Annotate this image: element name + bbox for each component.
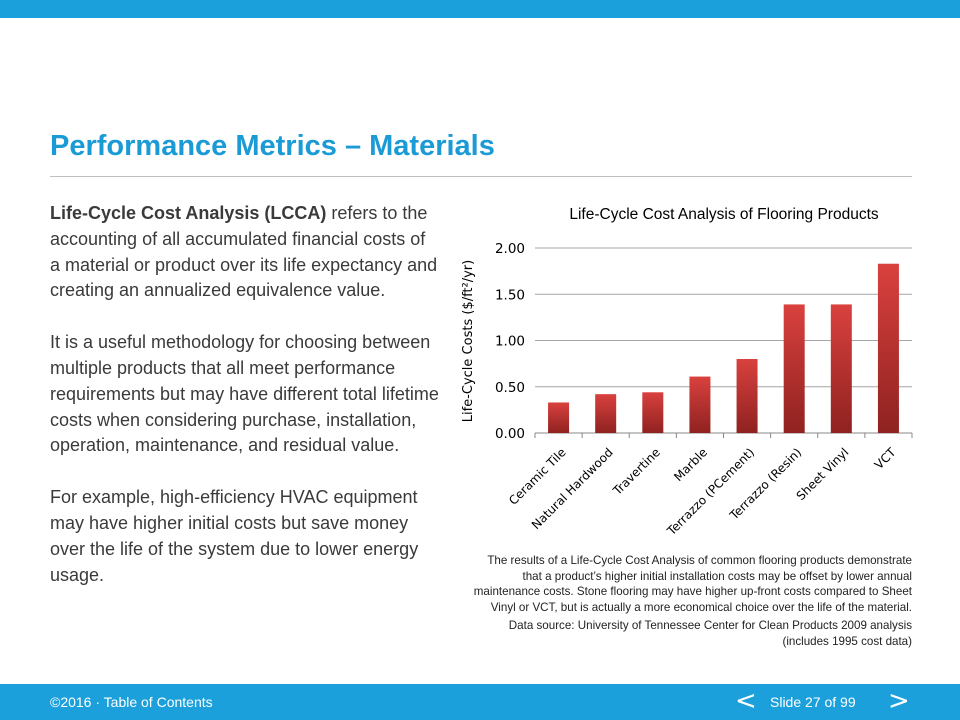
y-tick-label: 2.00	[495, 241, 525, 257]
bar	[877, 263, 899, 433]
previous-slide-icon[interactable]: <	[735, 686, 757, 716]
footer-bar: ©2016 · Table of Contents < Slide 27 of …	[0, 684, 960, 720]
y-tick-label: 1.00	[495, 334, 525, 350]
caption-text: The results of a Life-Cycle Cost Analysi…	[473, 554, 912, 614]
chart-title: Life-Cycle Cost Analysis of Flooring Pro…	[569, 206, 879, 223]
bar	[642, 392, 664, 433]
bar	[548, 402, 570, 433]
top-accent-bar	[0, 0, 960, 18]
y-tick-label: 0.00	[495, 426, 525, 442]
title-divider	[50, 176, 912, 177]
example-paragraph: For example, high-efficiency HVAC equipm…	[50, 487, 419, 585]
footer-left: ©2016 · Table of Contents	[50, 694, 213, 710]
x-tick-label: Travertine	[610, 445, 663, 498]
bar	[783, 304, 805, 433]
x-tick-label: Marble	[671, 445, 710, 484]
next-slide-icon[interactable]: >	[888, 686, 910, 716]
x-tick-label: Natural Hardwood	[529, 445, 616, 532]
intro-text: refers to the accounting of all accumula…	[50, 203, 438, 301]
table-of-contents-link[interactable]: Table of Contents	[103, 694, 213, 710]
body-text: Life-Cycle Cost Analysis (LCCA) refers t…	[50, 201, 440, 614]
lcca-term: Life-Cycle Cost Analysis (LCCA)	[50, 203, 327, 223]
y-tick-label: 1.50	[495, 287, 525, 303]
lcca-bar-chart: Life-Cycle Cost Analysis of Flooring Pro…	[461, 206, 913, 539]
slide-title: Performance Metrics – Materials	[50, 130, 495, 162]
bar	[595, 394, 617, 433]
y-tick-label: 0.50	[495, 380, 525, 396]
copyright-text: ©2016 ·	[50, 694, 104, 710]
intro-paragraph: Life-Cycle Cost Analysis (LCCA) refers t…	[50, 201, 440, 304]
data-source: Data source: University of Tennessee Cen…	[508, 619, 912, 648]
chart-caption: The results of a Life-Cycle Cost Analysi…	[470, 553, 912, 652]
x-tick-label: VCT	[872, 445, 899, 472]
methodology-paragraph: It is a useful methodology for choosing …	[50, 332, 439, 456]
slide-number: Slide 27 of 99	[770, 694, 856, 710]
bar	[689, 376, 711, 433]
x-tick-label: Terrazzo (PCement)	[664, 445, 757, 538]
bar	[736, 359, 758, 433]
bar	[830, 304, 852, 433]
y-axis-label: Life-Cycle Costs ($/ft²/yr)	[461, 260, 476, 422]
